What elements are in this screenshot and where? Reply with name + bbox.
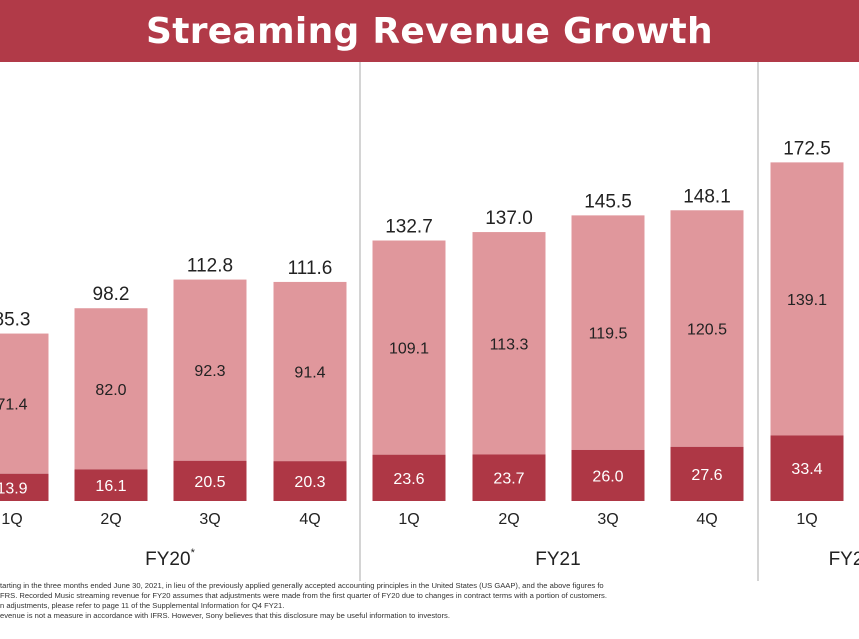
bar-segment-lower: [571, 449, 645, 501]
x-tick-label: 3Q: [199, 511, 220, 528]
bar-segment-upper: [173, 279, 247, 461]
bar-segment-upper: [770, 162, 844, 436]
total-label: 172.5: [783, 138, 831, 159]
bar-segment-lower: [273, 461, 347, 501]
bar-segment-upper: [372, 240, 446, 455]
total-label: 145.5: [584, 191, 632, 212]
group-label-superscript: *: [191, 547, 196, 559]
data-label-upper: 92.3: [194, 363, 225, 380]
data-label-upper: 82.0: [95, 382, 126, 399]
footnote-line: evenue is not a measure in accordance wi…: [0, 611, 450, 620]
footnote-line: tarting in the three months ended June 3…: [0, 581, 604, 590]
total-label: 132.7: [385, 217, 433, 238]
data-label-upper: 120.5: [687, 322, 727, 339]
footnotes: tarting in the three months ended June 3…: [0, 581, 859, 639]
data-label-upper: 119.5: [589, 326, 628, 343]
x-tick-label: 2Q: [100, 511, 121, 528]
data-label-lower: 23.6: [393, 471, 424, 488]
data-label-lower: 13.9: [0, 480, 28, 497]
bar-segment-lower: [74, 469, 148, 501]
bar-segment-upper: [571, 215, 645, 450]
group-label: FY20*: [145, 547, 195, 570]
bar-segment-upper: [0, 333, 49, 474]
bar-segment-lower: [372, 454, 446, 501]
bar-segment-lower: [173, 460, 247, 501]
group-label: FY21: [535, 549, 580, 570]
data-label-upper: 71.4: [0, 397, 28, 414]
bar-segment-upper: [74, 308, 148, 470]
data-label-lower: 27.6: [691, 467, 722, 484]
bar-segment-lower: [0, 473, 49, 501]
data-label-upper: 109.1: [389, 341, 429, 358]
group-label: FY2: [829, 549, 859, 570]
total-label: 148.1: [683, 186, 731, 207]
data-label-upper: 113.3: [490, 336, 529, 353]
bar-segment-upper: [273, 281, 347, 462]
x-tick-label: 3Q: [597, 511, 618, 528]
bar-segment-upper: [670, 210, 744, 447]
x-tick-label: 2Q: [498, 511, 519, 528]
bar-segment-upper: [472, 232, 546, 455]
x-tick-label: 1Q: [1, 511, 22, 528]
x-tick-label: 4Q: [299, 511, 320, 528]
total-label: 137.0: [485, 208, 533, 229]
data-label-lower: 20.3: [294, 474, 325, 491]
footnote-line: n adjustments, please refer to page 11 o…: [0, 601, 285, 610]
data-label-lower: 33.4: [791, 461, 822, 478]
chart-title: Streaming Revenue Growth: [146, 10, 713, 52]
bar-segment-lower: [670, 446, 744, 501]
x-tick-label: 1Q: [398, 511, 419, 528]
total-label: 98.2: [93, 284, 130, 305]
total-label: 85.3: [0, 310, 30, 331]
x-tick-label: 4Q: [696, 511, 717, 528]
title-bar: Streaming Revenue Growth: [0, 0, 859, 62]
footnote-line: FRS. Recorded Music streaming revenue fo…: [0, 591, 607, 600]
data-label-lower: 23.7: [493, 471, 524, 488]
data-label-lower: 16.1: [95, 478, 126, 495]
data-label-lower: 26.0: [592, 468, 623, 485]
total-label: 111.6: [288, 258, 333, 279]
group-label-main: FY21: [535, 549, 580, 570]
group-label-main: FY20: [145, 549, 190, 570]
x-tick-label: 1Q: [796, 511, 817, 528]
bar-segment-lower: [770, 435, 844, 501]
bar-segment-lower: [472, 454, 546, 501]
data-label-upper: 139.1: [787, 292, 827, 309]
data-label-upper: 91.4: [294, 365, 325, 382]
group-label-main: FY2: [829, 549, 859, 570]
total-label: 112.8: [187, 256, 233, 277]
data-label-lower: 20.5: [194, 474, 225, 491]
